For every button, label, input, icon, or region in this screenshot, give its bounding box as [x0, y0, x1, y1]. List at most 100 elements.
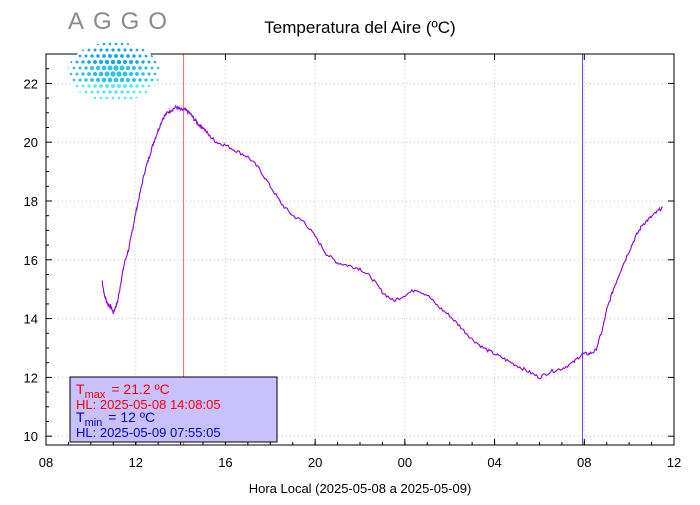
logo-dot [98, 71, 104, 77]
logo-dot [144, 78, 148, 82]
logo-dot [119, 65, 125, 71]
logo-dot [75, 84, 79, 88]
legend-tmax-time: HL: 2025-05-08 14:08:05 [76, 397, 221, 412]
logo-dot [93, 48, 97, 52]
logo-dot [153, 84, 157, 88]
logo-dot [102, 54, 106, 58]
x-tick-label: 08 [577, 455, 591, 470]
logo-dot [150, 54, 154, 58]
logo-dot [125, 65, 131, 71]
logo-dot [117, 48, 121, 52]
logo-dot [87, 84, 91, 88]
legend-tmax: Tmax = 21.2 ºC [76, 381, 170, 401]
logo-dot [93, 84, 97, 88]
logo-globe-icon [68, 42, 162, 102]
logo-dot [150, 78, 154, 82]
logo-dot [75, 72, 79, 76]
logo-dot [114, 54, 118, 58]
logo-dot [156, 54, 160, 58]
logo-dot [90, 54, 94, 58]
logo-dot [78, 66, 82, 70]
logo-dot [132, 78, 136, 82]
logo-dot [129, 48, 133, 52]
logo-dot [78, 78, 82, 82]
logo-dot [99, 48, 103, 52]
logo-dot [96, 42, 100, 46]
logo-dot [138, 54, 142, 58]
logo-dot [147, 84, 151, 88]
logo-dot [93, 60, 97, 64]
logo-dot [151, 43, 153, 45]
logo-dot [84, 54, 88, 58]
logo-dot [107, 65, 113, 71]
logo-dot [111, 48, 115, 52]
x-tick-label: 12 [667, 455, 681, 470]
logo-dot [138, 90, 142, 94]
logo-dot [135, 48, 139, 52]
logo-dot [105, 96, 109, 100]
y-tick-label: 14 [24, 312, 38, 327]
logo-dot [72, 54, 76, 58]
logo-dot [148, 97, 150, 99]
y-tick-label: 20 [24, 135, 38, 150]
logo-dot [160, 85, 162, 87]
logo-dot [72, 66, 76, 70]
logo-dot [114, 42, 118, 46]
logo-dot [81, 72, 85, 76]
logo-dot [72, 90, 76, 94]
logo-dot [138, 42, 142, 46]
logo-dot [104, 59, 110, 65]
logo-dot [87, 72, 91, 76]
logo-dot [132, 90, 136, 94]
logo-dot [68, 55, 69, 57]
logo-dot [135, 84, 139, 88]
logo-dot [153, 60, 157, 64]
logo-dot [159, 60, 160, 64]
logo-dot [144, 66, 148, 70]
logo-dot [116, 59, 122, 65]
x-axis-label: Hora Local (2025-05-08 a 2025-05-09) [249, 481, 472, 496]
logo-dot [76, 97, 78, 99]
logo-dot [75, 48, 79, 52]
logo-dot [129, 60, 133, 64]
logo-dot [126, 42, 130, 46]
logo-dot [90, 42, 94, 46]
y-tick-label: 22 [24, 76, 38, 91]
logo-dot [116, 71, 122, 77]
logo-dot [157, 91, 159, 93]
x-tick-label: 20 [308, 455, 322, 470]
logo-dot [101, 65, 107, 71]
logo-dot [117, 96, 121, 100]
logo-dot [81, 48, 85, 52]
logo-dot [113, 65, 119, 71]
logo-dot [145, 43, 147, 45]
logo-dot [138, 66, 142, 70]
logo-dot [123, 84, 127, 88]
x-tick-label: 08 [39, 455, 53, 470]
logo-dot [84, 42, 88, 46]
logo-dot [75, 60, 79, 64]
x-tick-label: 16 [218, 455, 232, 470]
logo-dot [78, 90, 82, 94]
chart-title: Temperatura del Aire (ºC) [264, 18, 455, 37]
logo-dot [87, 48, 91, 52]
logo-dot [147, 72, 151, 76]
logo-dot [153, 72, 157, 76]
logo-dot [156, 66, 160, 70]
y-tick-label: 16 [24, 253, 38, 268]
logo-text: AGGO [68, 8, 177, 35]
logo-dot [144, 90, 148, 94]
logo-dot [84, 66, 88, 70]
logo-dot [68, 43, 69, 45]
logo-dot [116, 83, 122, 89]
logo-dot [95, 77, 101, 83]
logo-dot [87, 60, 91, 64]
logo-dot [131, 65, 137, 71]
logo-dot [69, 72, 73, 76]
logo-dot [102, 90, 106, 94]
series-group [101, 104, 663, 380]
y-tick-label: 18 [24, 194, 38, 209]
logo-dot [81, 96, 85, 100]
logo-dot [147, 60, 151, 64]
